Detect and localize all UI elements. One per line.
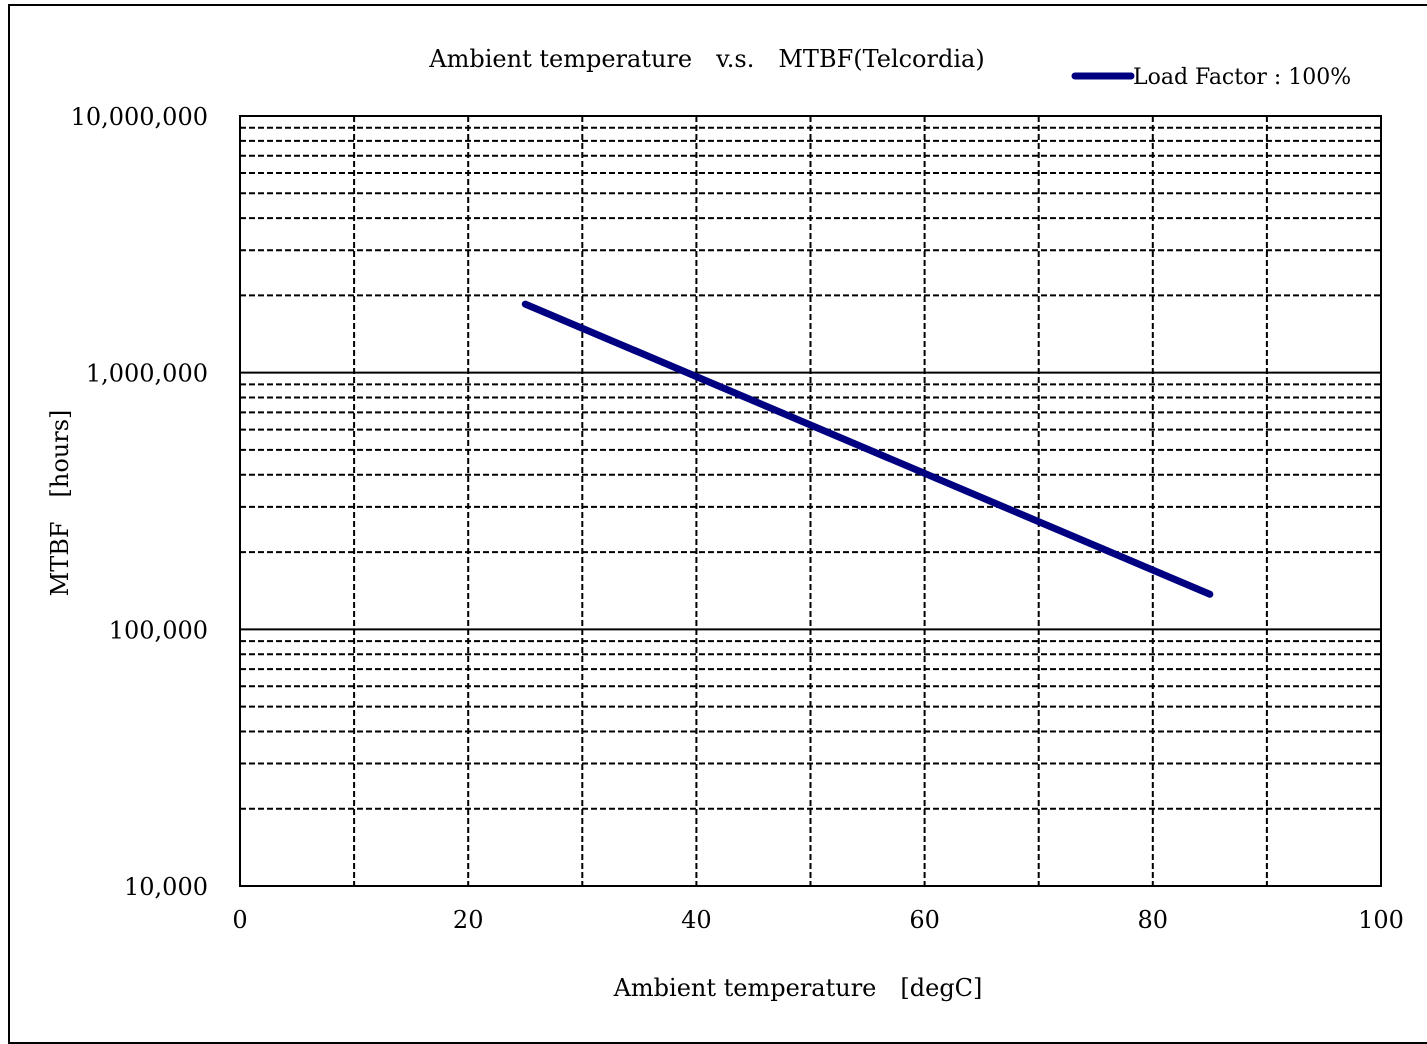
minor-grid — [240, 116, 1381, 886]
x-tick-label: 60 — [909, 906, 940, 934]
x-axis-title: Ambient temperature [degC] — [613, 974, 983, 1002]
y-axis-title: MTBF [hours] — [46, 410, 74, 597]
x-tick-label: 0 — [232, 906, 247, 934]
legend-label: Load Factor : 100% — [1133, 65, 1351, 90]
series-line — [521, 300, 1214, 598]
plot-area-border — [239, 115, 1382, 887]
x-tick-label: 100 — [1358, 906, 1404, 934]
y-tick-label: 1,000,000 — [86, 360, 208, 388]
y-tick-label: 10,000 — [124, 873, 208, 901]
major-grid — [240, 371, 1381, 631]
y-tick-labels: 10,000 100,000 1,000,000 10,000,000 — [71, 103, 208, 901]
chart: Ambient temperature v.s. MTBF(Telcordia)… — [46, 45, 1404, 1002]
series-layer — [521, 300, 1214, 598]
y-tick-label: 100,000 — [109, 616, 208, 644]
chart-title: Ambient temperature v.s. MTBF(Telcordia) — [428, 45, 984, 73]
x-tick-labels: 0 20 40 60 80 100 — [232, 906, 1404, 934]
x-tick-label: 80 — [1138, 906, 1169, 934]
legend: Load Factor : 100% — [1071, 65, 1351, 90]
x-tick-label: 20 — [453, 906, 484, 934]
y-tick-label: 10,000,000 — [71, 103, 208, 131]
x-tick-label: 40 — [681, 906, 712, 934]
